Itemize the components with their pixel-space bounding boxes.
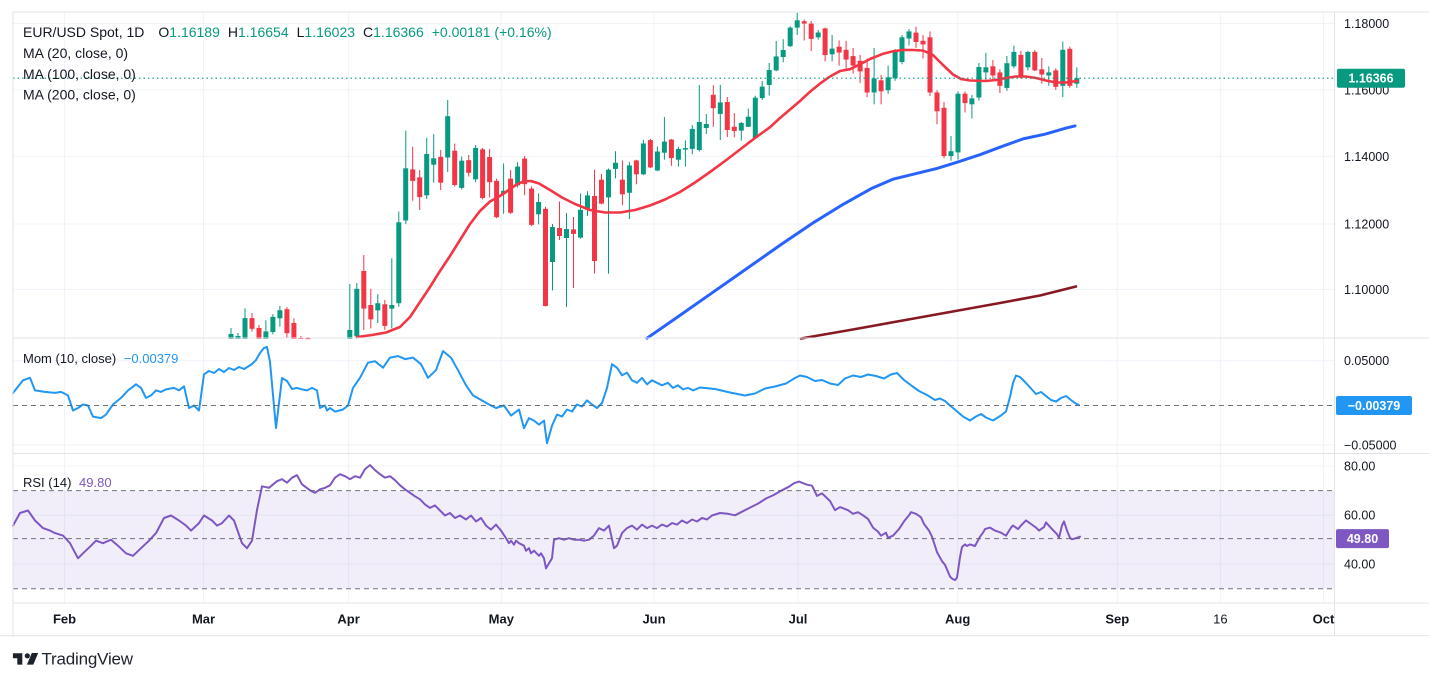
- svg-text:TradingView: TradingView: [42, 650, 134, 669]
- svg-text:MA (100, close, 0): MA (100, close, 0): [23, 66, 136, 82]
- svg-text:Jul: Jul: [789, 612, 808, 627]
- svg-text:Sep: Sep: [1105, 612, 1129, 627]
- svg-text:1.12000: 1.12000: [1344, 218, 1389, 232]
- svg-text:Aug: Aug: [945, 612, 970, 627]
- svg-text:May: May: [489, 612, 515, 627]
- svg-text:Mar: Mar: [192, 612, 215, 627]
- svg-text:Jun: Jun: [642, 612, 665, 627]
- svg-text:40.00: 40.00: [1344, 558, 1375, 572]
- svg-text:0.05000: 0.05000: [1344, 354, 1389, 368]
- svg-text:1.16366: 1.16366: [1348, 72, 1393, 86]
- svg-text:Mom (10, close) −0.00379: Mom (10, close) −0.00379: [23, 351, 178, 366]
- svg-text:1.18000: 1.18000: [1344, 17, 1389, 31]
- svg-text:60.00: 60.00: [1344, 509, 1375, 523]
- svg-text:RSI (14) 49.80: RSI (14) 49.80: [23, 475, 112, 490]
- svg-text:Feb: Feb: [53, 612, 76, 627]
- svg-text:1.14000: 1.14000: [1344, 150, 1389, 164]
- svg-text:MA (20, close, 0): MA (20, close, 0): [23, 45, 128, 61]
- svg-text:−0.00379: −0.00379: [1348, 399, 1401, 413]
- svg-text:1.10000: 1.10000: [1344, 283, 1389, 297]
- svg-text:Apr: Apr: [337, 612, 359, 627]
- svg-text:MA (200, close, 0): MA (200, close, 0): [23, 87, 136, 103]
- svg-text:16: 16: [1213, 612, 1227, 627]
- svg-text:80.00: 80.00: [1344, 460, 1375, 474]
- svg-text:Oct: Oct: [1313, 612, 1335, 627]
- svg-text:49.80: 49.80: [1347, 532, 1378, 546]
- svg-text:−0.05000: −0.05000: [1344, 438, 1397, 452]
